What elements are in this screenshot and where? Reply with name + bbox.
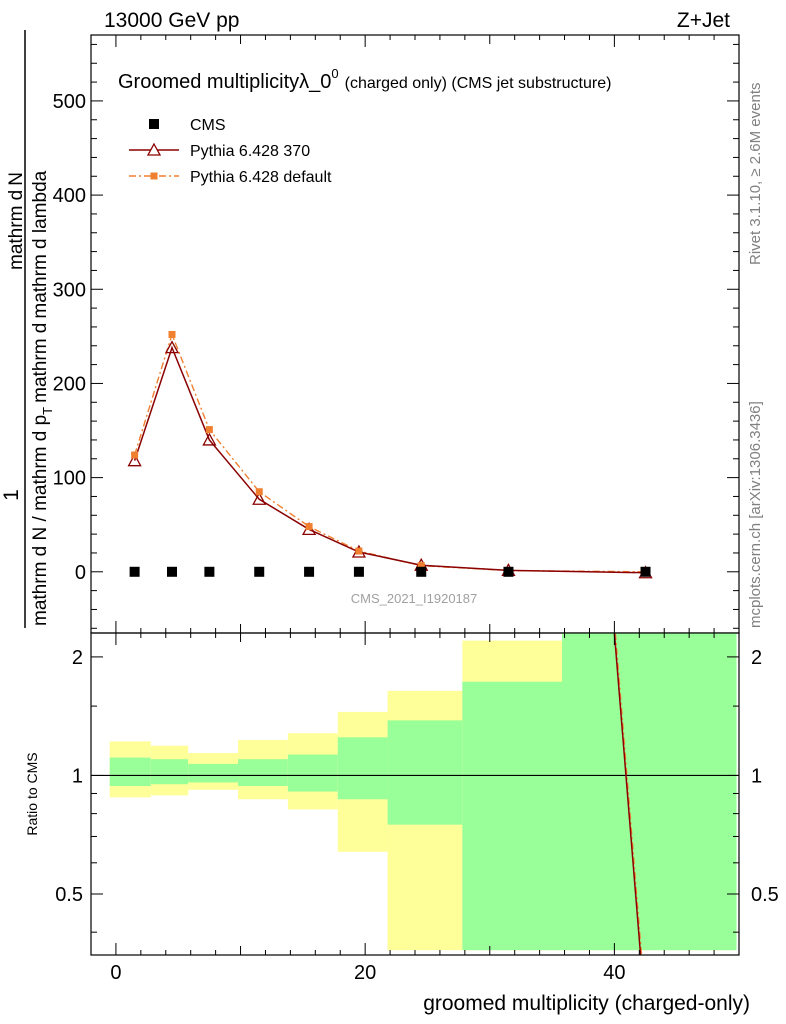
ratio-band-inner	[462, 681, 563, 951]
x-tick-label: 40	[603, 962, 625, 984]
ratio-band-inner	[109, 757, 151, 787]
legend: CMS Pythia 6.428 370 Pythia 6.428 default	[129, 117, 332, 186]
ratio-bands	[109, 633, 737, 951]
ratio-axes: 0 20 40 0.5 0.5 1 1 2 2	[55, 633, 779, 984]
point-cms	[204, 566, 215, 577]
y-tick-label: 400	[53, 185, 86, 207]
energy-label: 13000 GeV pp	[104, 9, 239, 32]
process-label: Z+Jet	[677, 9, 730, 32]
point-pythia-default	[355, 547, 363, 555]
point-cms	[129, 566, 140, 577]
rivet-label: Rivet 3.1.10, ≥ 2.6M events	[747, 83, 764, 266]
y-tick-label: 200	[53, 373, 86, 395]
point-pythia-370	[127, 453, 142, 467]
x-tick-label: 20	[354, 962, 376, 984]
main-panel: 0 100 200 300 400 500	[53, 34, 740, 634]
y-axis-label: 1 mathrm d N / mathrm d pTmathrm dmathrm…	[0, 30, 55, 628]
legend-label: Pythia 6.428 default	[190, 169, 332, 186]
y-tick-label: 300	[53, 279, 86, 301]
point-cms	[416, 566, 427, 577]
ratio-tick-label: 2	[72, 647, 83, 669]
y-axis-label-line1: mathrm dN	[6, 172, 27, 270]
legend-label: CMS	[190, 117, 226, 134]
point-cms	[304, 566, 315, 577]
ratio-band-inner	[238, 759, 288, 787]
point-pythia-default	[417, 562, 425, 570]
ratio-tick-label-right: 2	[751, 647, 762, 669]
y-tick-label: 100	[53, 468, 86, 490]
y-tick-label: 500	[53, 91, 86, 113]
point-pythia-default	[168, 330, 176, 338]
legend-marker-pythia-default	[150, 172, 158, 180]
x-tick-label: 0	[110, 962, 121, 984]
chart-title-main: Groomed multiplicityλ_0	[118, 71, 331, 93]
ratio-band-inner	[562, 633, 737, 951]
legend-label: Pythia 6.428 370	[190, 143, 310, 160]
legend-marker-cms	[149, 119, 159, 129]
main-data-marks	[127, 330, 653, 579]
legend-marker-pythia-370	[146, 142, 162, 156]
ratio-line-pythia-370	[613, 632, 642, 956]
series-line-pythia-default	[133, 332, 646, 573]
y-axis-label-numerator: 1	[0, 489, 23, 501]
main-frame	[90, 34, 740, 634]
ratio-tick-label: 0.5	[55, 884, 83, 906]
ratio-band-inner	[287, 754, 338, 792]
y-axis-label-line2: mathrm d N / mathrm d pTmathrm dmathrm d…	[30, 170, 55, 626]
main-axes: 0 100 200 300 400 500	[53, 35, 740, 633]
ratio-tick-label: 1	[72, 765, 83, 787]
point-cms	[167, 566, 177, 577]
ratio-line-pythia-default	[614, 632, 643, 956]
ratio-y-axis-label: Ratio to CMS	[24, 752, 40, 835]
point-cms	[503, 566, 514, 577]
analysis-watermark: CMS_2021_I1920187	[351, 591, 478, 606]
point-cms	[353, 566, 364, 577]
y-tick-label: 0	[75, 562, 86, 584]
point-pythia-default	[205, 426, 213, 434]
point-cms	[640, 566, 651, 577]
point-pythia-default	[305, 523, 313, 531]
point-pythia-default	[131, 451, 139, 459]
ratio-tick-label-right: 0.5	[751, 884, 779, 906]
ratio-tick-label-right: 1	[751, 765, 762, 787]
series-line-pythia-370	[133, 345, 646, 574]
chart-title-sup: 0	[331, 66, 338, 81]
ratio-band-inner	[387, 720, 463, 825]
mcplots-label: mcplots.cern.ch [arXiv:1306.3436]	[747, 401, 764, 628]
ratio-lines	[91, 632, 739, 956]
ratio-band-inner	[337, 737, 388, 800]
point-pythia-370	[164, 340, 180, 354]
point-pythia-default	[255, 488, 263, 496]
point-pythia-370	[252, 491, 267, 505]
chart-title: Groomed multiplicityλ_00 (charged only) (…	[118, 66, 611, 93]
point-pythia-370	[202, 432, 217, 446]
ratio-panel: 0 20 40 0.5 0.5 1 1 2 2	[55, 632, 779, 984]
point-cms	[254, 566, 265, 577]
chart-title-suffix: (charged only) (CMS jet substructure)	[345, 75, 612, 92]
ratio-band-inner	[188, 763, 239, 783]
ratio-band-inner	[150, 759, 189, 785]
x-axis-label: groomed multiplicity (charged-only)	[423, 992, 750, 1015]
